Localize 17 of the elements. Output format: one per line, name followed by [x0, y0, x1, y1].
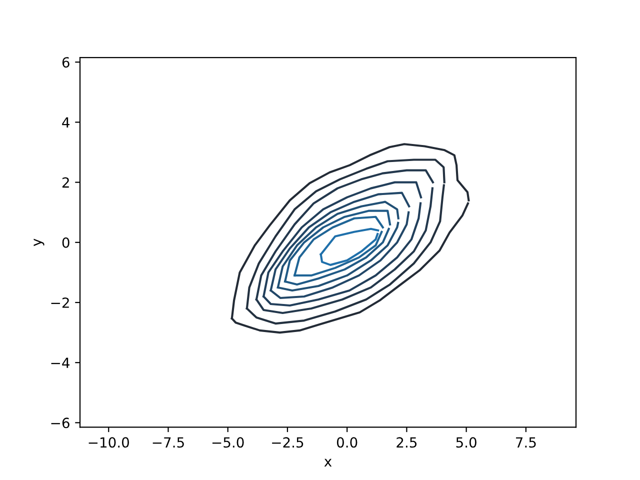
x-tick-label: 7.5: [516, 437, 536, 448]
y-tick-label: −2: [51, 297, 69, 308]
x-tick-label: −2.5: [272, 437, 304, 448]
x-tick-label: 0.0: [336, 437, 358, 448]
y-tick-label: −4: [51, 358, 70, 368]
x-tick-label: −10.0: [88, 437, 129, 448]
y-tick-label: 4: [62, 117, 70, 128]
x-tick-label: −7.5: [152, 437, 184, 448]
y-tick-label: 6: [62, 57, 70, 68]
x-tick-label: 5.0: [456, 437, 476, 448]
x-tick-label: 2.5: [396, 437, 417, 448]
y-axis-title: y: [34, 238, 44, 246]
y-tick-label: 0: [62, 237, 70, 248]
x-axis-title: x: [324, 458, 332, 466]
y-tick-label: −6: [51, 418, 70, 428]
y-tick-label: 2: [62, 177, 69, 188]
x-tick-label: −5.0: [212, 437, 244, 448]
